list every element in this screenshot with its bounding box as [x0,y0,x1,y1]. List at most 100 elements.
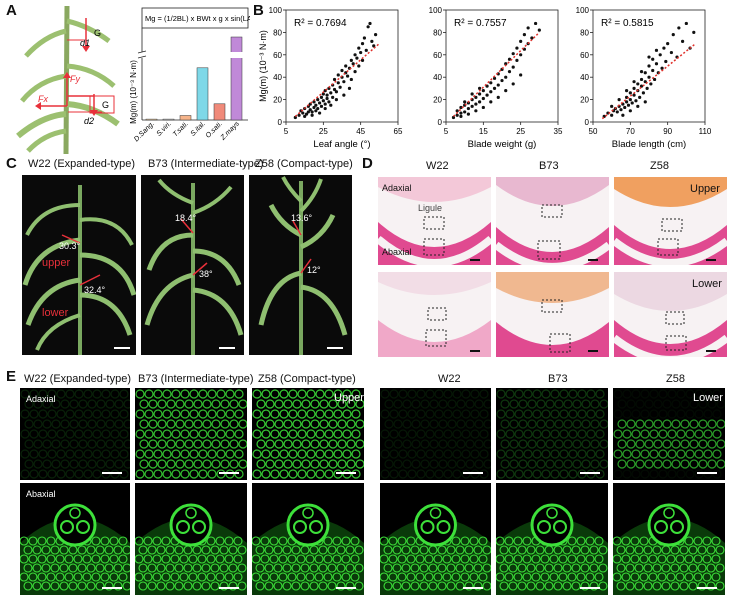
d1-label: d1 [80,38,90,48]
scatter-point [368,21,372,26]
x-tick-label: 50 [589,127,598,136]
scatter-point [677,26,681,30]
scatter-point [334,90,338,94]
x-axis-label: Leaf angle (°) [313,139,370,150]
scatter-point [319,104,324,108]
x-tick-label: 70 [626,127,635,136]
scatter-point [625,89,629,93]
lower-row-label: Lower [692,278,722,290]
scatter-point [511,82,515,86]
scatter-point [507,70,512,74]
scatter-point [515,58,519,63]
scatter-point [519,39,523,43]
scale-bar [470,350,480,352]
scatter-point [671,33,675,37]
scatter-point [470,92,474,96]
scatter-point [351,62,355,66]
abaxial-label: Abaxial [382,247,412,257]
scatter-point [478,86,482,90]
scatter-point [478,100,482,104]
x-tick-label: 110 [699,127,712,136]
scatter-point [653,77,657,82]
scatter-point [362,36,366,40]
scatter-point [481,96,485,101]
bar-S.viri. [162,118,175,121]
scatter-point [496,83,500,87]
scatter-point [466,112,470,116]
scatter-point [623,105,627,110]
y-tick-label: 0 [438,118,443,127]
scatter-point [530,36,534,40]
scatter-point [327,100,331,104]
scale-bar [588,350,598,352]
scale-bar [706,259,716,261]
angle-w22-lower: 32.4° [84,285,106,295]
bar-T.sati. [179,115,192,121]
scatter-point [519,73,523,77]
scatter-point [489,100,493,104]
scatter-point [643,80,647,84]
y-tick-label: 20 [273,96,282,105]
scatter-point [504,62,508,66]
scatter-point [372,44,376,48]
y-tick-label: 60 [433,51,442,60]
y-tick-label: 100 [269,6,283,15]
scale-bar [327,347,343,349]
scatter-point [293,115,297,120]
fx-label: Fx [38,94,48,104]
confocal-adaxial-3 [380,388,491,480]
scatter-point [664,59,668,64]
e-lower-label: Lower [693,392,723,404]
scatter-point [669,50,673,55]
scatter-point [651,57,655,61]
bar-D.Sang. [145,118,158,121]
scatter-point [314,109,318,113]
gravity-label-2: G [102,100,109,110]
scatter-point [625,100,629,104]
y-tick-label: 80 [273,28,282,37]
scatter-point [321,92,325,96]
angle-z58-upper: 13.6° [291,213,313,223]
x-tick-label: 5 [444,127,449,136]
scatter-point [336,81,340,85]
scatter-point [474,95,478,99]
confocal-adaxial-2 [252,388,364,480]
scatter-point [318,101,322,105]
y-tick-label: 40 [580,73,589,82]
scatter-point [360,58,365,63]
trend-line [601,43,697,120]
scatter-point [360,42,365,46]
scatter-point [500,78,504,83]
y-axis-label: Mg(m) (10⁻³ N·m) [258,30,268,102]
bar-chart-formula: Mg = (1/2BL) x BWt x g x sin(LA) [145,14,250,23]
c-title-z58: Z58 (Compact-type) [255,158,353,170]
photo-plant-z58: 13.6° 12° [249,175,352,355]
upper-row-label: Upper [690,183,720,195]
scatter-point [344,64,348,68]
scatter-point [353,70,357,74]
photo-plant-w22: 30.3° 32.4° upper lower [22,175,136,355]
angle-w22-upper: 30.3° [59,241,81,251]
adaxial-label: Adaxial [382,183,412,193]
bar-label: S.viri. [156,120,173,137]
scatter-point [304,112,309,116]
scatter-point [474,102,478,106]
y-tick-label: 60 [273,51,282,60]
scatter-point [645,86,649,90]
scatter-point [325,96,329,101]
scatter-point [340,68,344,73]
scatter-point [459,105,463,110]
scatter-point [323,102,327,106]
scatter-point [470,104,474,108]
scatter-point [478,92,482,96]
y-tick-label: 0 [278,118,283,127]
histology-z58-upper: Upper [614,177,727,265]
scatter-point [308,108,312,112]
confocal-adaxial-4 [496,388,608,480]
y-tick-label: 40 [273,73,282,82]
bar-O.sati. [213,103,226,121]
scatter-point [643,71,647,75]
e-title-z58: Z58 (Compact-type) [258,373,356,385]
confocal-adaxial-5 [613,388,725,480]
confocal-adaxial-0 [20,388,130,480]
